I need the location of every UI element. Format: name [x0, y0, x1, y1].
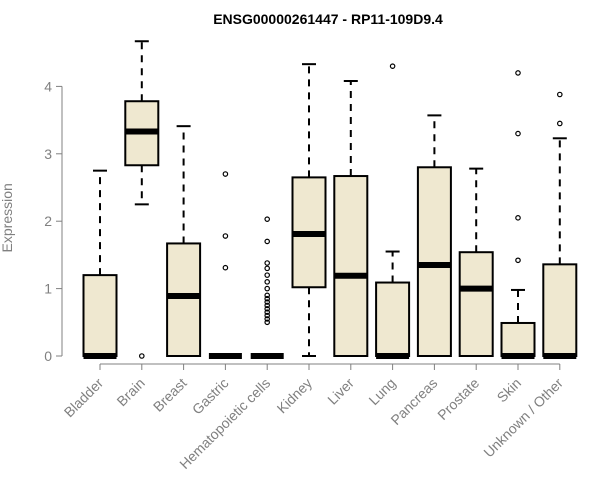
outlier-point: [556, 91, 563, 98]
box-breast: [166, 125, 202, 357]
outlier-point: [264, 309, 271, 315]
y-tick-label: 1: [44, 281, 52, 297]
x-tick-label: Bladder: [61, 375, 107, 421]
outlier-point: [515, 257, 521, 264]
x-tick-label: Breast: [150, 375, 190, 415]
outlier-point: [222, 264, 229, 271]
box-body: [375, 281, 411, 357]
box-gastric: [208, 171, 242, 359]
outlier-point: [515, 215, 521, 221]
y-tick-label: 3: [44, 146, 52, 162]
x-tick-label: Unknown / Other: [480, 375, 566, 461]
x-tick-label: Brain: [113, 375, 147, 409]
outlier-point: [264, 292, 271, 299]
outlier-point: [264, 295, 271, 302]
y-tick-label: 4: [44, 78, 52, 94]
x-tick-label: Skin: [494, 375, 525, 406]
y-tick-label: 2: [44, 213, 52, 229]
outlier-point: [222, 171, 229, 177]
outlier-point: [264, 299, 271, 305]
outlier-point: [264, 306, 271, 312]
x-tick-label: Kidney: [274, 375, 316, 417]
outlier-point: [264, 302, 271, 309]
box-pancreas: [416, 114, 452, 357]
chart-title: ENSG00000261447 - RP11-109D9.4: [213, 11, 443, 27]
box-kidney: [291, 63, 327, 357]
outlier-point: [222, 233, 229, 239]
outlier-point: [264, 216, 271, 222]
boxes-group: [82, 40, 578, 359]
outlier-point: [139, 353, 145, 359]
outlier-point: [264, 279, 271, 285]
box-body: [333, 175, 369, 357]
box-hematopoietic-cells: [250, 216, 284, 359]
outlier-point: [264, 319, 271, 326]
box-body: [166, 242, 202, 357]
box-lung: [375, 63, 411, 359]
outlier-point: [264, 265, 271, 272]
outlier-point: [264, 272, 271, 278]
outlier-point: [264, 316, 271, 322]
y-axis: 0 1 2 3 4: [44, 78, 63, 364]
box-skin: [500, 70, 536, 359]
y-axis-title: Expression: [0, 183, 15, 252]
outlier-point: [264, 312, 271, 319]
box-body: [458, 251, 494, 357]
box-unknown-other: [542, 91, 578, 359]
box-body: [416, 166, 452, 357]
x-tick-label: Liver: [324, 375, 357, 408]
y-tick-label: 0: [44, 348, 52, 364]
outlier-point: [264, 238, 271, 245]
outlier-point: [264, 260, 271, 266]
box-prostate: [458, 167, 494, 357]
box-liver: [333, 80, 369, 357]
box-body: [82, 274, 118, 357]
x-tick-label: Prostate: [434, 375, 482, 423]
outlier-point: [389, 63, 396, 69]
box-brain: [124, 40, 160, 359]
box-body: [500, 321, 536, 357]
outlier-point: [515, 70, 521, 76]
outlier-point: [515, 130, 521, 137]
x-tick-label: Lung: [365, 375, 398, 408]
box-bladder: [82, 169, 118, 359]
outlier-point: [556, 120, 563, 127]
outlier-point: [264, 285, 271, 292]
box-body: [542, 263, 578, 357]
